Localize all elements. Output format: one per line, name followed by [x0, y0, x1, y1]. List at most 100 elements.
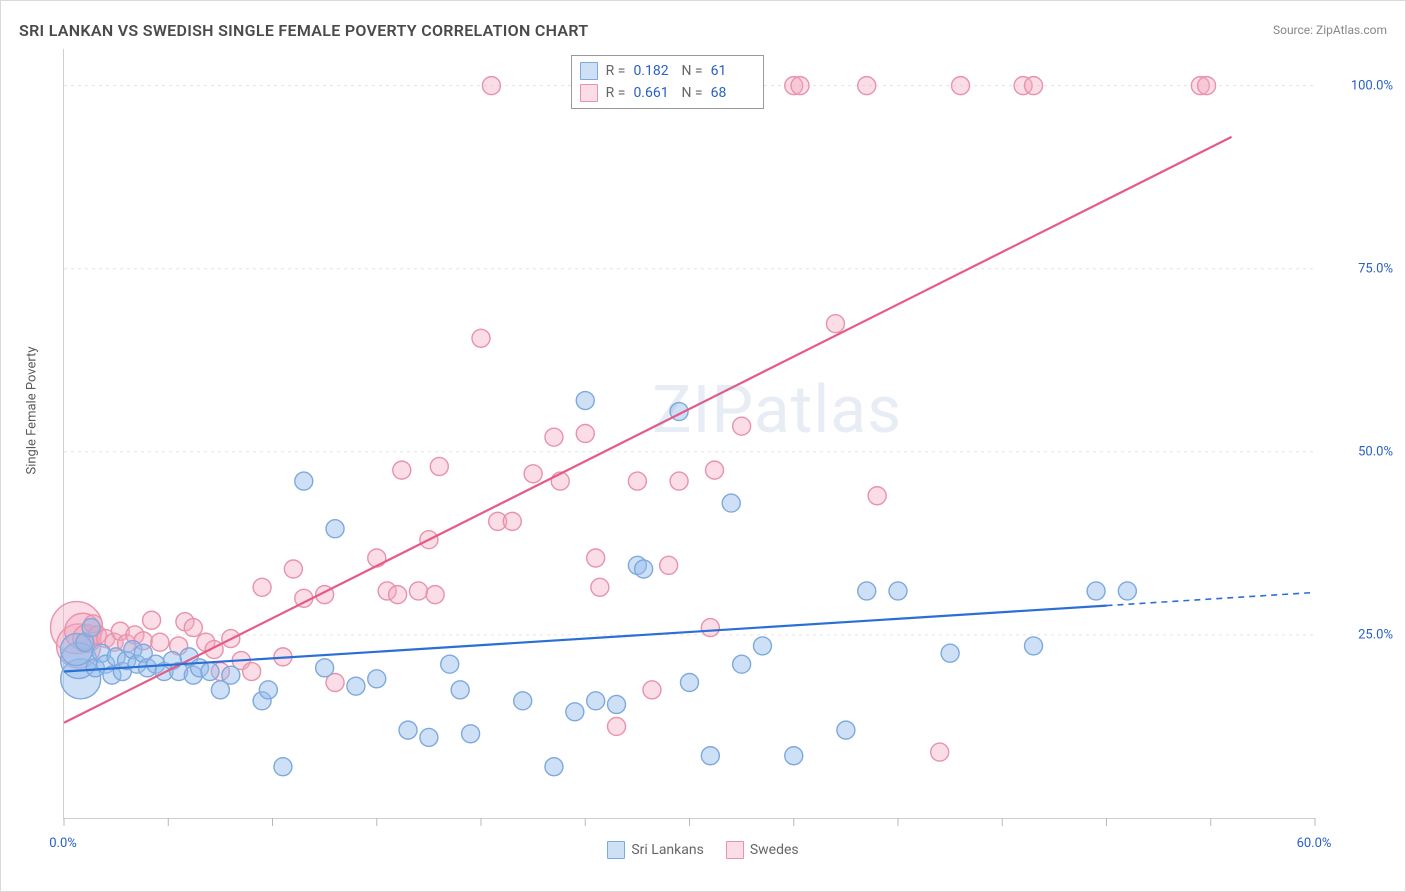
title-bar: SRI LANKAN VS SWEDISH SINGLE FEMALE POVE… [1, 1, 1405, 49]
scatter-point-swe [389, 586, 407, 604]
x-tick-label: 60.0% [1297, 836, 1332, 851]
chart-title: SRI LANKAN VS SWEDISH SINGLE FEMALE POVE… [19, 21, 589, 40]
corr-r-value: 0.182 [633, 63, 673, 79]
scatter-point-swe [368, 549, 386, 567]
corr-r-value: 0.661 [633, 85, 673, 101]
scatter-point-sri [295, 472, 313, 490]
scatter-point-sri [222, 666, 240, 684]
scatter-point-sri [462, 725, 480, 743]
scatter-point-sri [941, 644, 959, 662]
scatter-point-sri [514, 692, 532, 710]
plot-area: ZIPatlas R =0.182N =61R =0.661N =68 [63, 49, 1315, 819]
scatter-point-swe [151, 633, 169, 651]
scatter-point-sri [587, 692, 605, 710]
scatter-point-swe [643, 681, 661, 699]
scatter-point-sri [420, 728, 438, 746]
legend-label: Sri Lankans [631, 842, 704, 858]
scatter-point-swe [706, 461, 724, 479]
legend-item-sri: Sri Lankans [607, 841, 704, 859]
scatter-point-sri [545, 758, 563, 776]
scatter-point-swe [733, 417, 751, 435]
scatter-point-swe [858, 77, 876, 95]
scatter-point-sri [201, 663, 219, 681]
scatter-point-sri [1118, 582, 1136, 600]
scatter-point-swe [791, 77, 809, 95]
corr-n-value: 68 [711, 85, 751, 101]
scatter-point-swe [1198, 77, 1216, 95]
scatter-point-swe [701, 619, 719, 637]
scatter-point-swe [826, 315, 844, 333]
scatter-point-sri [274, 758, 292, 776]
scatter-point-sri [347, 677, 365, 695]
scatter-point-sri [733, 655, 751, 673]
scatter-point-swe [670, 472, 688, 490]
scatter-point-sri [753, 637, 771, 655]
scatter-point-swe [608, 717, 626, 735]
y-tick-label: 50.0% [1358, 444, 1393, 459]
scatter-point-swe [931, 743, 949, 761]
scatter-point-swe [243, 663, 261, 681]
scatter-point-sri [1087, 582, 1105, 600]
scatter-point-swe [545, 428, 563, 446]
scatter-point-sri [316, 659, 334, 677]
corr-legend-swatch [580, 62, 598, 80]
y-axis-label: Single Female Poverty [25, 346, 40, 474]
corr-legend-swatch [580, 84, 598, 102]
scatter-point-sri [889, 582, 907, 600]
scatter-point-swe [503, 512, 521, 530]
scatter-point-swe [472, 329, 490, 347]
scatter-point-sri [1025, 637, 1043, 655]
scatter-point-swe [143, 611, 161, 629]
scatter-point-swe [660, 556, 678, 574]
scatter-point-sri [837, 721, 855, 739]
y-axis-label-container: Single Female Poverty [17, 1, 47, 819]
y-tick-label: 100.0% [1351, 78, 1393, 93]
scatter-point-sri [566, 703, 584, 721]
scatter-point-sri [681, 674, 699, 692]
scatter-point-swe [426, 586, 444, 604]
scatter-point-sri [785, 747, 803, 765]
scatter-point-sri [858, 582, 876, 600]
correlation-legend: R =0.182N =61R =0.661N =68 [571, 55, 764, 109]
trend-line-sri-dashed [1107, 592, 1316, 605]
scatter-point-swe [409, 582, 427, 600]
scatter-point-sri [441, 655, 459, 673]
y-tick-label: 25.0% [1358, 627, 1393, 642]
x-tick-label: 0.0% [49, 836, 77, 851]
scatter-point-sri [701, 747, 719, 765]
scatter-point-sri [259, 681, 277, 699]
corr-n-value: 61 [711, 63, 751, 79]
chart-container: SRI LANKAN VS SWEDISH SINGLE FEMALE POVE… [0, 0, 1406, 892]
corr-legend-row-swe: R =0.661N =68 [580, 82, 751, 104]
scatter-point-sri [368, 670, 386, 688]
scatter-point-sri [608, 695, 626, 713]
scatter-point-swe [482, 77, 500, 95]
scatter-point-swe [430, 457, 448, 475]
scatter-point-swe [576, 425, 594, 443]
scatter-point-sri [82, 619, 100, 637]
corr-legend-row-sri: R =0.182N =61 [580, 60, 751, 82]
legend-label: Swedes [750, 842, 799, 858]
scatter-point-swe [184, 619, 202, 637]
legend-swatch-sri [607, 841, 625, 859]
scatter-point-swe [591, 578, 609, 596]
y-tick-label: 75.0% [1358, 261, 1393, 276]
scatter-point-sri [576, 392, 594, 410]
legend-swatch-swe [726, 841, 744, 859]
scatter-point-swe [628, 472, 646, 490]
scatter-point-swe [253, 578, 271, 596]
scatter-point-sri [451, 681, 469, 699]
scatter-point-sri [326, 520, 344, 538]
chart-svg [64, 49, 1315, 818]
scatter-point-swe [284, 560, 302, 578]
scatter-point-swe [1025, 77, 1043, 95]
scatter-point-sri [399, 721, 417, 739]
scatter-point-sri [635, 560, 653, 578]
source-attribution: Source: ZipAtlas.com [1273, 23, 1387, 37]
scatter-point-sri [722, 494, 740, 512]
series-legend: Sri Lankans Swedes [1, 841, 1405, 859]
scatter-point-swe [587, 549, 605, 567]
scatter-point-swe [868, 487, 886, 505]
scatter-point-swe [952, 77, 970, 95]
scatter-point-swe [524, 465, 542, 483]
